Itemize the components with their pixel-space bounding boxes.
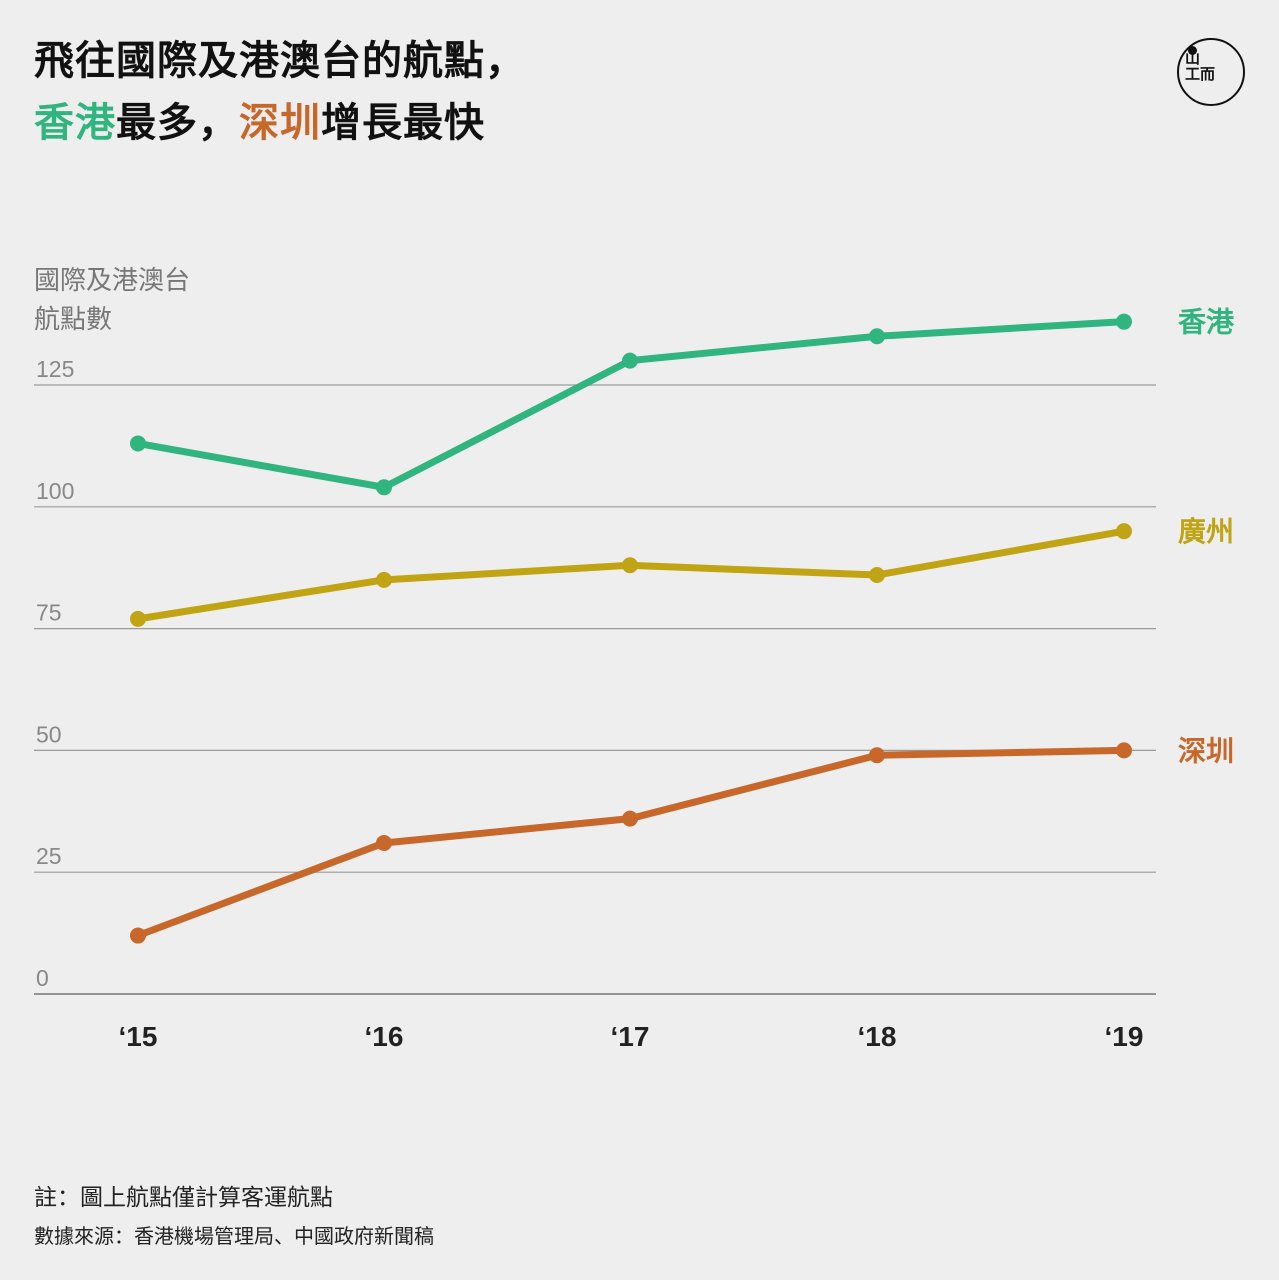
series-line: [134, 527, 1128, 623]
data-point: [622, 557, 638, 574]
series-line: [134, 746, 1128, 940]
data-point: [130, 610, 146, 627]
logo-dot: [1188, 46, 1197, 55]
series-lines: [130, 313, 1132, 944]
data-point: [130, 927, 146, 944]
x-tick-label: ‘19: [1105, 1021, 1144, 1052]
series-line: [134, 318, 1128, 491]
title-line-2: 香港最多，深圳增長最快: [34, 92, 526, 154]
x-tick-labels: ‘15 ‘16 ‘17 ‘18 ‘19: [119, 1021, 1144, 1052]
title-part: 深圳: [239, 100, 321, 146]
data-point: [1116, 742, 1132, 759]
data-point: [622, 352, 638, 369]
data-point: [130, 435, 146, 452]
logo-glyph: 山工而: [1185, 49, 1216, 83]
x-tick-label: ‘16: [365, 1021, 404, 1052]
initium-logo-icon: 山工而: [1177, 38, 1245, 106]
y-tick-label: 25: [36, 843, 62, 869]
data-point: [1116, 313, 1132, 330]
title-part: 增長最快: [321, 100, 485, 146]
y-tick-labels: 0 25 50 75 100 125: [36, 356, 74, 991]
x-tick-label: ‘15: [119, 1021, 158, 1052]
x-tick-label: ‘18: [858, 1021, 897, 1052]
data-point: [376, 834, 392, 851]
y-tick-label: 75: [36, 600, 62, 626]
y-tick-label: 125: [36, 356, 74, 382]
data-point: [869, 328, 885, 345]
gridlines: [34, 384, 1156, 995]
footnote: 註：圖上航點僅計算客運航點: [34, 1185, 333, 1211]
data-source: 數據來源：香港機場管理局、中國政府新聞稿: [34, 1224, 434, 1248]
title-line-1: 飛往國際及港澳台的航點，: [34, 38, 526, 84]
y-tick-label: 0: [36, 965, 49, 991]
y-axis-label: 國際及港澳台 航點數: [34, 262, 190, 340]
chart-title: 飛往國際及港澳台的航點， 香港最多，深圳增長最快: [34, 30, 526, 154]
data-point: [1116, 523, 1132, 540]
y-tick-label: 50: [36, 721, 62, 747]
y-tick-label: 100: [36, 478, 74, 504]
series-label: 廣州: [1178, 515, 1234, 548]
series-label: 深圳: [1178, 734, 1234, 767]
y-axis-label-line: 國際及港澳台: [34, 266, 191, 296]
data-point: [376, 479, 392, 496]
series-label: 香港: [1178, 306, 1235, 339]
x-tick-label: ‘17: [611, 1021, 650, 1052]
data-point: [869, 567, 885, 584]
y-axis-label-line: 航點數: [34, 305, 113, 335]
title-part: 香港: [34, 100, 116, 146]
data-point: [376, 571, 392, 588]
data-point: [869, 747, 885, 764]
title-part: 最多，: [116, 100, 239, 146]
data-point: [622, 810, 638, 827]
